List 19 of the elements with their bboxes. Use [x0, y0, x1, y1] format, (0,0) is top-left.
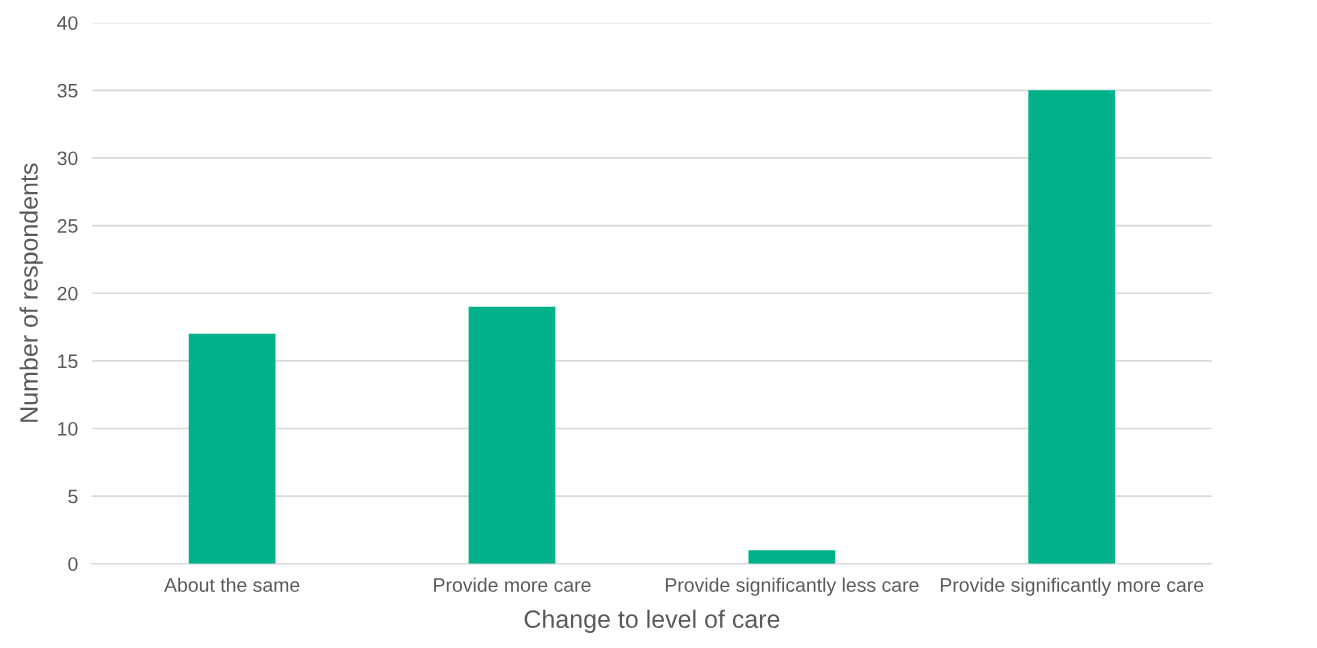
x-tick-label: Provide more care — [434, 577, 591, 592]
y-tick-label: 15 — [58, 354, 78, 369]
y-tick-label: 5 — [68, 489, 78, 504]
bar — [1028, 90, 1116, 564]
y-tick-label: 10 — [58, 421, 78, 436]
bar — [468, 306, 556, 564]
y-tick-label: 0 — [68, 557, 78, 571]
bar — [188, 333, 276, 564]
y-tick-label: 25 — [57, 219, 78, 233]
bar — [748, 550, 836, 564]
y-tick-label: 30 — [57, 151, 78, 166]
x-axis-title: Change to level of care — [524, 609, 780, 633]
x-tick-label: About the same — [164, 577, 300, 592]
x-tick-label: Provide significantly more care — [940, 577, 1204, 596]
y-tick-label: 40 — [57, 16, 78, 30]
x-tick-label: Provide significantly less care — [665, 577, 919, 596]
y-tick-label: 35 — [57, 83, 78, 98]
y-axis-title: Number of respondents — [19, 163, 43, 422]
y-tick-label: 20 — [57, 286, 78, 301]
